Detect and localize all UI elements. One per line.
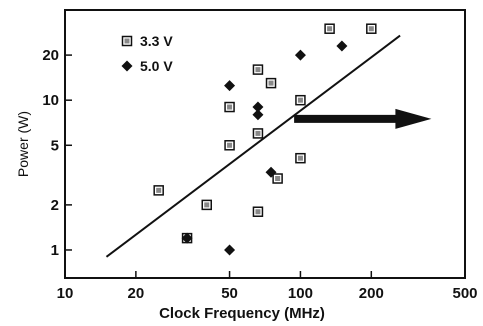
x-tick-label: 200 [359,285,384,302]
x-tick-label: 100 [288,285,313,302]
y-axis-ticks: 1 2 5 10 20 [42,47,72,259]
x-tick-label: 10 [57,285,74,302]
square-marker [265,77,277,89]
square-marker [121,35,133,47]
diamond-marker [224,244,236,256]
square-marker [272,173,283,184]
diamond-marker [252,101,264,113]
square-marker [366,23,377,34]
y-tick-label: 10 [42,92,59,109]
diamond-marker [265,166,277,178]
diamond-marker [181,232,193,244]
x-tick-label: 50 [221,285,238,302]
legend-label: 5.0 V [140,58,173,74]
x-tick-label: 20 [128,285,145,302]
x-axis-title: Clock Frequency (MHz) [159,305,325,322]
diamond-marker [252,109,264,121]
diamond-marker [336,40,348,52]
y-tick-label: 2 [51,197,59,214]
legend: 3.3 V 5.0 V [121,33,173,74]
square-marker [252,206,264,217]
square-marker [324,23,335,34]
square-marker [224,101,235,113]
square-marker [224,140,235,151]
square-marker [252,64,264,75]
data-markers [153,23,377,256]
trend-line [105,34,401,258]
y-tick-label: 5 [51,137,59,154]
x-axis-ticks: 10 20 50 100 200 500 [57,271,478,302]
arrow-group [294,108,432,129]
square-marker [201,199,212,211]
y-tick-label: 1 [51,242,59,259]
x-tick-label: 500 [452,285,477,302]
arrow-head [395,108,432,129]
plot-frame [64,9,466,279]
square-marker [295,94,306,106]
square-marker [252,128,264,139]
trend-line-group [105,34,401,258]
y-tick-label: 20 [42,47,59,64]
legend-label: 3.3 V [140,33,173,49]
square-marker [295,152,306,164]
diamond-marker [224,80,236,92]
square-marker [153,185,164,196]
diamond-marker [121,60,133,72]
y-axis-title: Power (W) [15,111,31,177]
diamond-marker [294,49,306,61]
